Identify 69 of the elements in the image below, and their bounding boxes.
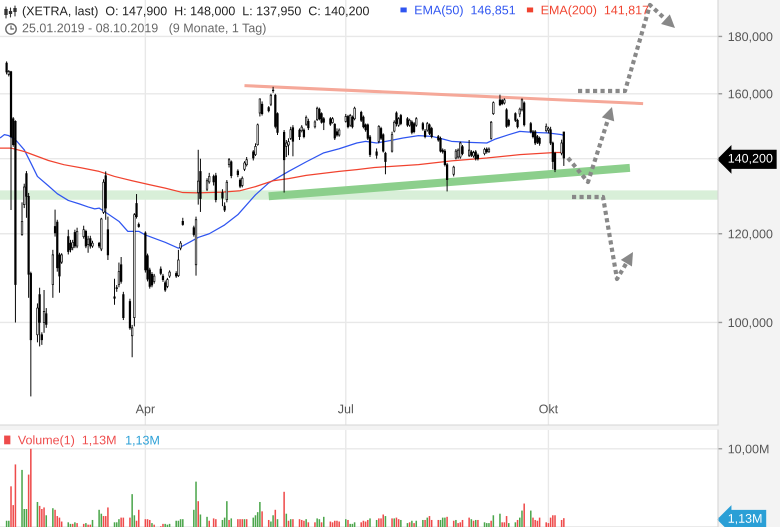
y-tick-label: 160,000 [728,90,772,100]
candlestick [76,227,78,249]
candlestick [498,94,502,107]
x-tick-label: Jul [338,404,353,414]
candlestick [428,123,431,136]
candlestick [258,98,262,117]
candlestick [89,235,92,250]
candlestick [412,121,416,134]
candlestick [490,120,492,140]
candlestick [534,130,536,146]
candlestick [305,115,308,126]
legend-label: EMA(200) 141,817 [542,5,648,17]
candlestick [246,156,248,167]
candlestick [376,148,378,160]
y-tick-label: 140,200 [728,154,772,164]
candlestick [346,114,350,129]
candlestick [260,100,264,116]
candlestick [298,128,301,140]
candlestick [177,249,180,278]
y-tick-label: 100,000 [728,318,772,329]
candlestick [318,107,320,121]
candlestick [67,229,70,255]
candlestick [74,229,76,249]
candlestick [113,278,116,306]
y-tick-label: 180,000 [728,32,772,43]
candlestick [214,172,217,203]
candlestick [349,113,352,128]
candlestick [400,113,402,126]
candlestick [538,136,541,146]
candlestick [523,100,526,127]
y-tick-label: 10,00M [728,444,768,455]
y-tick-label: 120,000 [728,230,772,240]
candlestick [5,60,8,75]
x-tick-label: Apr [136,404,155,416]
candlestick [238,178,242,189]
candlestick [122,291,124,321]
candlestick [378,124,380,144]
candlestick [492,100,494,116]
candlestick [302,128,306,139]
candlestick [153,273,156,284]
candlestick [322,116,325,131]
candlestick [474,150,477,161]
x-tick-label: Okt [539,404,558,414]
candlestick [439,136,442,154]
candlestick [230,160,232,179]
candlestick [454,148,458,160]
chart-title: (XETRA, last) O: 147,900 H: 148,000 L: 137,950 C: 140,200 [22,6,369,18]
y-tick-label: 1,13M [728,514,762,524]
candlestick [307,118,310,131]
text: 25.01.2019 - 08.10.2019 (9 Monate, 1 Tag) [22,23,266,35]
candlestick [406,116,409,128]
candlestick [241,176,244,188]
legend-label: EMA(50) 146,851 [415,5,516,17]
candlestick [461,144,464,156]
candlestick [120,256,122,284]
candlestick [226,180,228,203]
candlestick [430,126,433,139]
legend-label: Volume(1) 1,13M [18,435,116,447]
line-series [0,130,564,249]
candlestick [452,165,455,177]
candlestick [459,141,462,160]
candlestick [243,160,246,172]
candlestick [179,240,182,251]
candlestick [84,229,88,249]
candlestick [270,93,272,107]
candlestick [410,120,413,135]
annotation: 1,13M [126,436,159,446]
candlestick [505,108,508,128]
candlestick [150,272,154,288]
